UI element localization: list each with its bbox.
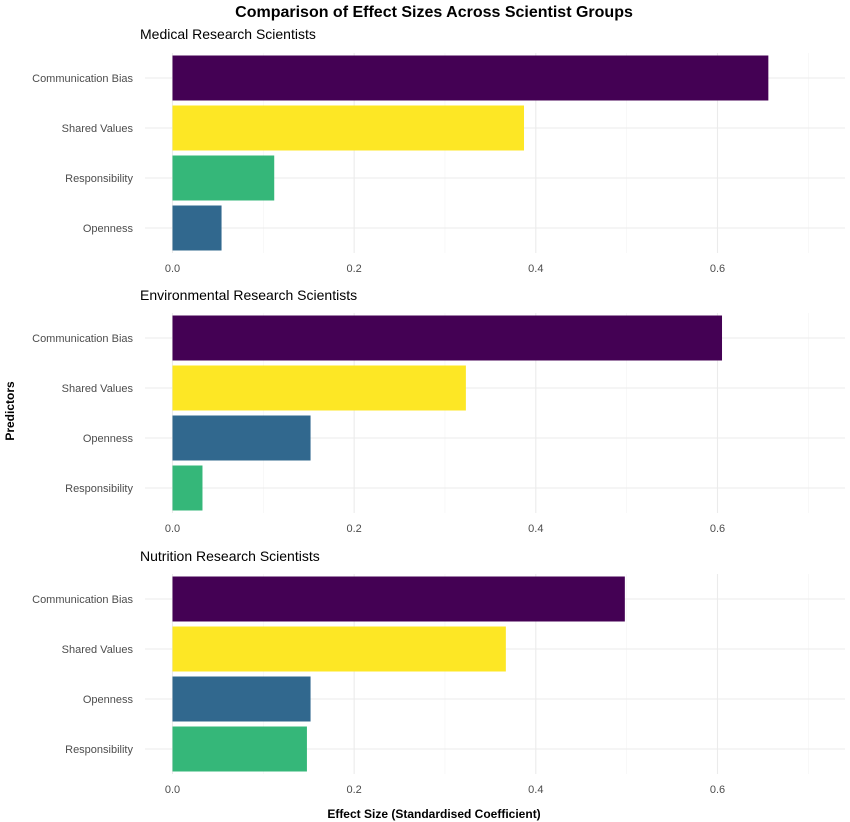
panel-title: Environmental Research Scientists — [140, 287, 357, 303]
panel-0: Medical Research Scientists Communication… — [32, 26, 845, 275]
x-tick-label: 0.4 — [528, 263, 543, 275]
bar — [172, 105, 525, 151]
x-tick-label: 0.4 — [528, 523, 543, 535]
y-axis-title: Predictors — [3, 381, 17, 441]
category-label: Shared Values — [62, 644, 134, 656]
bar — [172, 576, 625, 622]
category-label: Responsibility — [65, 173, 133, 185]
bar — [172, 726, 307, 772]
bar — [172, 676, 311, 722]
category-label: Communication Bias — [32, 333, 133, 345]
x-tick-label: 0.6 — [710, 784, 725, 796]
bar — [172, 55, 769, 101]
category-label: Openness — [83, 433, 134, 445]
x-axis-title: Effect Size (Standardised Coefficient) — [327, 807, 540, 821]
category-label: Openness — [83, 223, 134, 235]
panel-1: Environmental Research Scientists Communi… — [32, 287, 845, 535]
chart-title: Comparison of Effect Sizes Across Scient… — [235, 4, 633, 21]
category-label: Communication Bias — [32, 73, 133, 85]
bar — [172, 365, 466, 411]
bar — [172, 465, 203, 511]
x-tick-label: 0.6 — [710, 523, 725, 535]
panel-title: Medical Research Scientists — [140, 26, 316, 42]
panel-2: Nutrition Research Scientists Communicati… — [32, 548, 845, 796]
panel-title: Nutrition Research Scientists — [140, 548, 320, 564]
category-label: Shared Values — [62, 383, 134, 395]
category-label: Responsibility — [65, 483, 133, 495]
category-label: Responsibility — [65, 744, 133, 756]
x-tick-label: 0.0 — [165, 784, 180, 796]
x-tick-label: 0.2 — [347, 784, 362, 796]
x-tick-label: 0.0 — [165, 523, 180, 535]
bar — [172, 205, 222, 251]
x-tick-label: 0.2 — [347, 523, 362, 535]
bar — [172, 155, 275, 201]
category-label: Shared Values — [62, 123, 134, 135]
x-tick-label: 0.4 — [528, 784, 543, 796]
category-label: Openness — [83, 694, 134, 706]
x-tick-label: 0.6 — [710, 263, 725, 275]
bar — [172, 315, 723, 361]
category-label: Communication Bias — [32, 594, 133, 606]
x-tick-label: 0.0 — [165, 263, 180, 275]
bar — [172, 626, 506, 672]
x-tick-label: 0.2 — [347, 263, 362, 275]
bar — [172, 415, 311, 461]
